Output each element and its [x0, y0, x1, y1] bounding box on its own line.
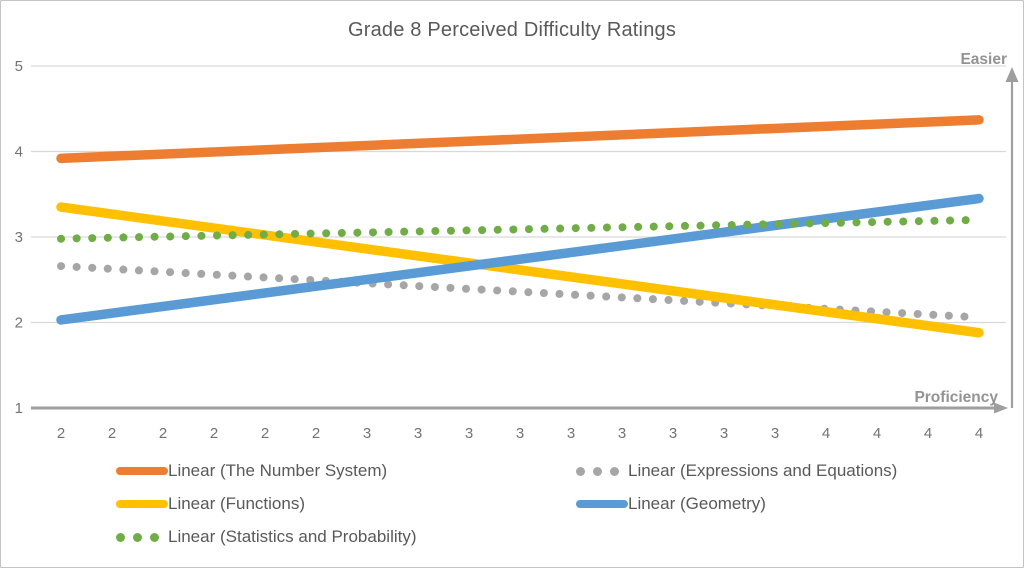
- y-tick-label: 2: [15, 315, 23, 332]
- easier-axis-label: Easier: [960, 51, 1007, 68]
- trendline-2: [56, 202, 984, 338]
- x-tick-label: 3: [618, 425, 626, 442]
- legend-dotted-swatch-icon: [116, 532, 168, 542]
- legend-item-1: Linear (Expressions and Equations): [576, 460, 897, 482]
- y-axis-arrowhead-icon: [1005, 67, 1019, 82]
- x-tick-label: 3: [771, 425, 779, 442]
- legend-item-3: Linear (Geometry): [576, 493, 766, 515]
- y-tick-label: 3: [15, 229, 23, 246]
- x-tick-label: 4: [873, 425, 881, 442]
- legend-dot-icon: [150, 532, 159, 542]
- legend-dot-icon: [133, 532, 142, 542]
- trendline-4: [57, 215, 983, 243]
- legend-item-2: Linear (Functions): [116, 493, 305, 515]
- x-tick-label: 2: [312, 425, 320, 442]
- x-tick-label: 3: [465, 425, 473, 442]
- legend-dot-icon: [593, 466, 602, 476]
- legend-row: Linear (Statistics and Probability): [116, 526, 996, 559]
- chart-legend: Linear (The Number System) Linear (Expres…: [116, 460, 996, 559]
- y-tick-label: 4: [15, 144, 23, 161]
- legend-dot-icon: [610, 466, 619, 476]
- x-tick-label: 4: [822, 425, 830, 442]
- legend-row: Linear (Functions) Linear (Geometry): [116, 493, 996, 526]
- x-axis-arrowhead-icon: [994, 402, 1008, 414]
- legend-item-4: Linear (Statistics and Probability): [116, 526, 417, 548]
- x-tick-label: 3: [669, 425, 677, 442]
- legend-item-0: Linear (The Number System): [116, 460, 387, 482]
- x-tick-label: 2: [159, 425, 167, 442]
- legend-dot-icon: [576, 466, 585, 476]
- x-tick-label: 2: [261, 425, 269, 442]
- x-tick-label: 3: [516, 425, 524, 442]
- legend-label: Linear (Statistics and Probability): [168, 527, 417, 546]
- legend-label: Linear (Expressions and Equations): [628, 461, 898, 480]
- x-tick-label: 3: [363, 425, 371, 442]
- y-tick-label: 1: [15, 400, 23, 417]
- legend-line-swatch-icon: [116, 500, 168, 508]
- legend-dot-icon: [116, 532, 125, 542]
- chart-title: Grade 8 Perceived Difficulty Ratings: [347, 19, 677, 41]
- y-tick-label: 5: [15, 58, 23, 75]
- trendline-0: [56, 115, 984, 164]
- x-tick-label: 2: [210, 425, 218, 442]
- proficiency-axis-label: Proficiency: [914, 389, 998, 406]
- legend-row: Linear (The Number System) Linear (Expres…: [116, 460, 996, 493]
- x-tick-label: 3: [414, 425, 422, 442]
- legend-line-swatch-icon: [576, 500, 628, 508]
- x-tick-label: 2: [57, 425, 65, 442]
- legend-dotted-swatch-icon: [576, 466, 628, 476]
- x-tick-label: 2: [108, 425, 116, 442]
- x-tick-label: 3: [567, 425, 575, 442]
- legend-label: Linear (Functions): [168, 494, 306, 513]
- legend-label: Linear (The Number System): [168, 461, 388, 480]
- legend-label: Linear (Geometry): [628, 494, 766, 513]
- x-tick-label: 4: [924, 425, 932, 442]
- x-tick-label: 3: [720, 425, 728, 442]
- x-tick-label: 4: [975, 425, 983, 442]
- trendline-3: [56, 193, 984, 325]
- legend-line-swatch-icon: [116, 467, 168, 475]
